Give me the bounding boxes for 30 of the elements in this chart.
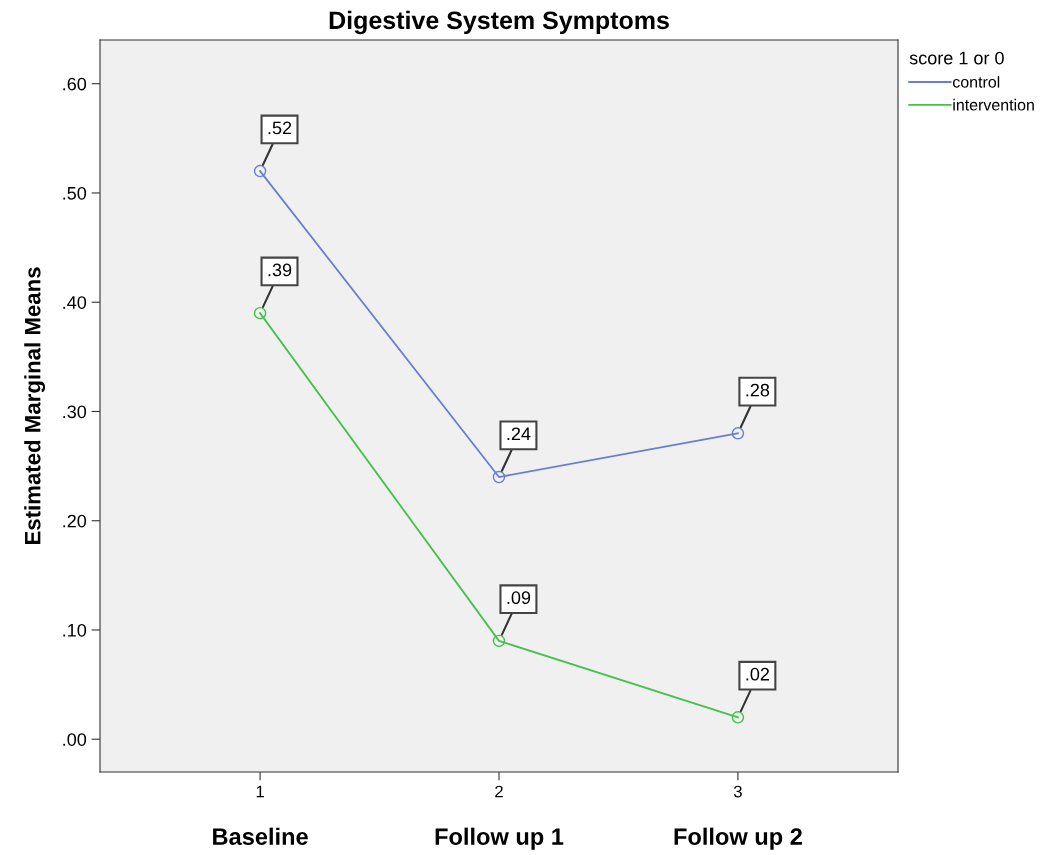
data-label: .02 (746, 667, 770, 681)
chart-title: Digestive System Symptoms (329, 10, 669, 35)
point (731, 711, 745, 724)
data-label: .28 (746, 383, 770, 397)
point (731, 427, 745, 440)
y-axis-title: Estimated Marginal Means (24, 267, 46, 545)
y-tick-label: .10 (63, 623, 87, 637)
y-tick-label: .40 (63, 296, 87, 309)
y-tick-label: .20 (63, 514, 87, 528)
legend-label: control (952, 76, 1000, 88)
text: Follow up 1 (435, 827, 564, 850)
data-label: .09 (507, 591, 531, 605)
data-label: .39 (268, 263, 292, 277)
legend-label: intervention (953, 98, 1034, 111)
x-tick-label: 2 (495, 785, 503, 798)
y-tick-label: .00 (63, 733, 87, 746)
point (253, 306, 267, 320)
x-tick-label: 3 (733, 785, 742, 798)
point (492, 634, 506, 648)
data-label: .52 (268, 121, 292, 135)
data-label: .24 (507, 427, 531, 441)
text: Follow up 2 (674, 827, 802, 850)
point (492, 470, 506, 484)
y-tick-label: .60 (63, 77, 87, 91)
y-tick-label: .30 (63, 405, 87, 419)
point (253, 164, 267, 178)
x-tick-label: 1 (256, 785, 264, 798)
text: Baseline (213, 827, 308, 845)
y-tick-label: .50 (63, 186, 87, 200)
legend-title: score 1 or 0 (909, 51, 1004, 65)
